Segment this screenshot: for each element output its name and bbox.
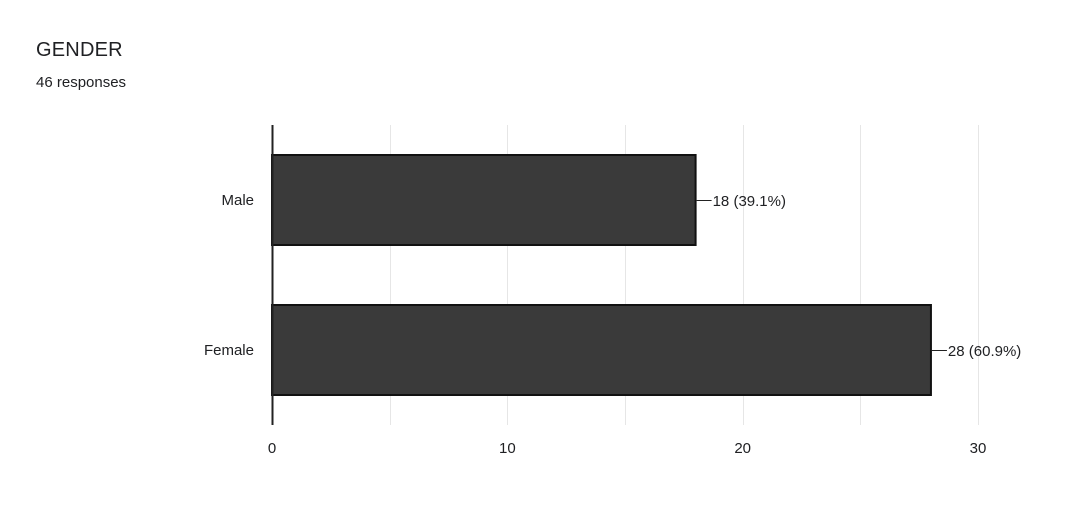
chart-title: GENDER [36,39,123,61]
response-count: 46 responses [36,74,127,91]
category-label-male: Male [221,192,254,209]
x-tick-label: 30 [970,440,987,457]
bar-female [271,304,932,396]
data-label-female: 28 (60.9%) [948,343,1021,360]
x-tick-label: 20 [734,440,751,457]
bar-male [271,154,697,246]
x-tick-label: 0 [268,440,276,457]
x-tick-label: 10 [499,440,516,457]
category-label-female: Female [204,342,254,359]
data-label-male: 18 (39.1%) [713,193,786,210]
